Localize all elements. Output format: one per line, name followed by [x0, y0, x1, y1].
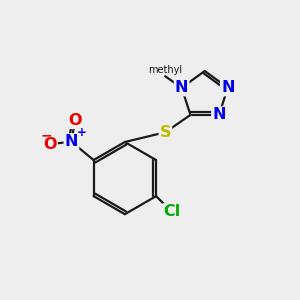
- Text: N: N: [175, 80, 188, 95]
- Text: N: N: [212, 107, 226, 122]
- Text: O: O: [44, 136, 57, 152]
- Text: N: N: [65, 134, 78, 149]
- Text: N: N: [221, 80, 235, 95]
- Text: O: O: [68, 113, 82, 128]
- Text: +: +: [77, 126, 87, 140]
- Text: Cl: Cl: [163, 204, 180, 219]
- Text: S: S: [160, 125, 171, 140]
- Text: −: −: [40, 128, 52, 142]
- Text: methyl: methyl: [148, 65, 182, 75]
